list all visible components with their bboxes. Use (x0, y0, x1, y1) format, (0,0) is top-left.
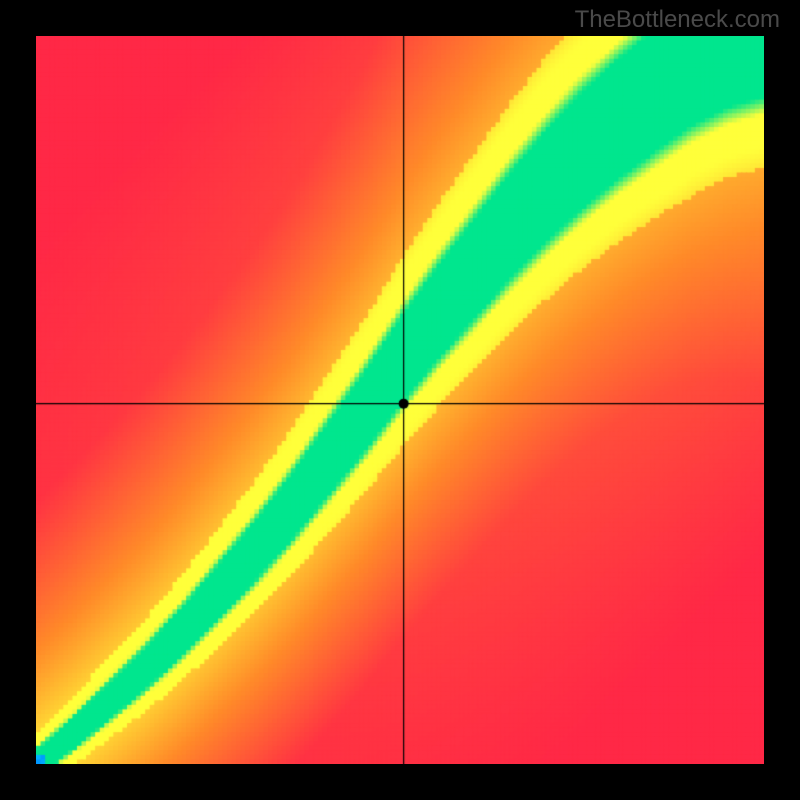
heatmap-plot (36, 36, 764, 764)
chart-container: TheBottleneck.com (0, 0, 800, 800)
watermark-text: TheBottleneck.com (575, 6, 780, 34)
